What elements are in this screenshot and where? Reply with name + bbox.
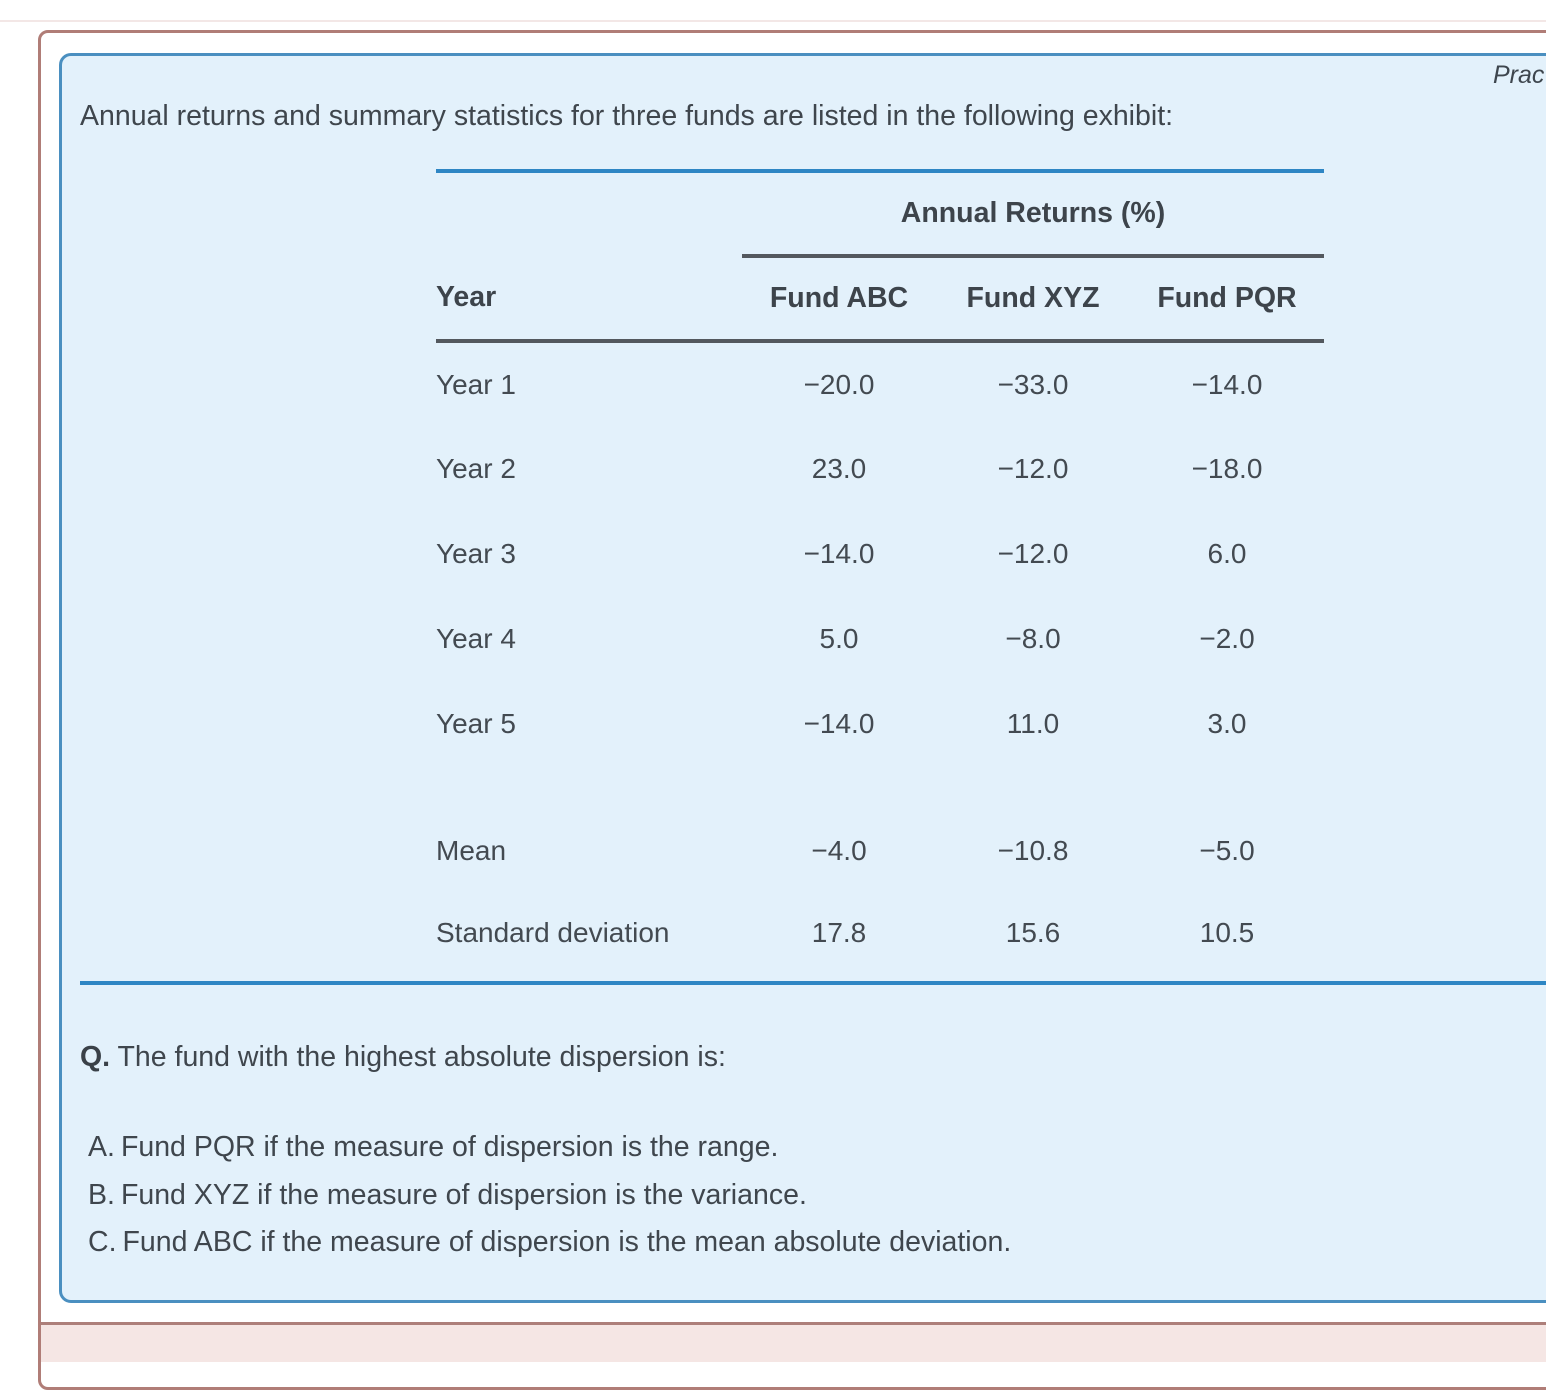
year-row: Year 1 −20.0 −33.0 −14.0: [436, 341, 1324, 426]
summary-row: Standard deviation 17.8 15.6 10.5: [436, 893, 1324, 973]
row-label: Standard deviation: [436, 917, 670, 948]
option-c[interactable]: C. Fund ABC if the measure of dispersion …: [88, 1219, 1011, 1267]
row-value: 10.5: [1199, 917, 1255, 948]
table-header-row: Year Fund ABC Fund XYZ Fund PQR: [436, 256, 1324, 343]
row-value: 17.8: [811, 917, 867, 948]
row-value: −14.0: [1191, 368, 1263, 400]
intro-text: Annual returns and summary statistics fo…: [80, 100, 1174, 132]
answer-section: [41, 1322, 1546, 1362]
row-label: Year 2: [436, 452, 516, 484]
year-row: Year 5 −14.0 11.0 3.0: [436, 681, 1324, 766]
practice-label: Prac: [1493, 61, 1545, 89]
option-letter: C.: [88, 1226, 117, 1258]
row-value: −14.0: [803, 707, 875, 739]
row-value: −10.8: [997, 834, 1069, 866]
exhibit-bottom-rule: [80, 981, 1546, 985]
table-title: Annual Returns (%): [742, 171, 1324, 258]
option-a[interactable]: A. Fund PQR if the measure of dispersion …: [88, 1124, 1011, 1172]
row-label: Year 1: [436, 368, 516, 400]
option-letter: B.: [88, 1178, 115, 1211]
year-row: Year 2 23.0 −12.0 −18.0: [436, 426, 1324, 511]
row-value: −33.0: [997, 368, 1069, 400]
row-value: −8.0: [1005, 622, 1061, 654]
row-value: −18.0: [1191, 452, 1263, 484]
row-value: −20.0: [803, 368, 875, 400]
question-text: Q. The fund with the highest absolute di…: [80, 1037, 726, 1077]
row-value: 6.0: [1207, 537, 1247, 569]
column-header-fund-abc: Fund ABC: [742, 256, 936, 343]
option-text: Fund XYZ if the measure of dispersion is…: [120, 1178, 807, 1211]
row-value: 3.0: [1207, 707, 1247, 739]
row-value: 15.6: [1005, 917, 1061, 948]
annual-returns-table: Annual Returns (%) Year Fund ABC Fund XY…: [436, 169, 1324, 973]
exhibit-table-body: Annual Returns (%) Year Fund ABC Fund XY…: [436, 171, 1324, 973]
year-row: Year 4 5.0 −8.0 −2.0: [436, 596, 1324, 681]
row-value: 5.0: [819, 622, 859, 654]
question-body: The fund with the highest absolute dispe…: [117, 1041, 726, 1073]
row-value: 23.0: [811, 452, 867, 484]
options-list: A. Fund PQR if the measure of dispersion …: [88, 1124, 1011, 1267]
row-value: −14.0: [803, 537, 875, 569]
table-title-spacer-cell: [436, 171, 742, 256]
column-header-fund-xyz: Fund XYZ: [936, 256, 1130, 343]
top-divider-line: [0, 20, 1546, 22]
row-label: Year 4: [436, 622, 516, 654]
row-value: −12.0: [997, 537, 1069, 569]
row-label: Year 3: [436, 537, 516, 569]
summary-row: Mean −4.0 −10.8 −5.0: [436, 808, 1324, 893]
row-value: 11.0: [1006, 707, 1060, 739]
option-text: Fund ABC if the measure of dispersion is…: [122, 1226, 1012, 1258]
column-header-fund-pqr: Fund PQR: [1130, 256, 1324, 343]
row-value: −5.0: [1199, 834, 1255, 866]
option-letter: A.: [88, 1131, 115, 1163]
option-b[interactable]: B. Fund XYZ if the measure of dispersion …: [88, 1172, 1011, 1220]
row-value: −12.0: [997, 452, 1069, 484]
table-spacer-cell: [436, 766, 1324, 808]
question-prefix: Q.: [80, 1041, 111, 1073]
row-value: −2.0: [1199, 622, 1255, 654]
year-row: Year 3 −14.0 −12.0 6.0: [436, 511, 1324, 596]
table-title-row: Annual Returns (%): [436, 171, 1324, 258]
row-label: Year 5: [436, 707, 516, 739]
practice-question-page: { "page": { "practice_label": "Prac", "i…: [0, 20, 1546, 1390]
question-panel: Prac Annual returns and summary statisti…: [59, 53, 1546, 1303]
column-header-year: Year: [436, 256, 742, 343]
option-text: Fund PQR if the measure of dispersion is…: [120, 1131, 779, 1163]
table-spacer-row: [436, 766, 1324, 808]
row-value: −4.0: [811, 834, 867, 866]
row-label: Mean: [436, 834, 507, 866]
